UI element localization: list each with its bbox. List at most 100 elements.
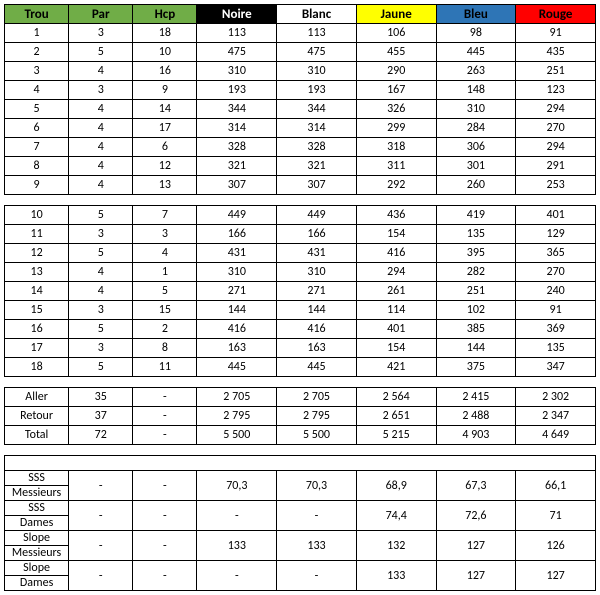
cell-blanc: 344 xyxy=(277,100,357,119)
rating-row: SlopeDames----133127127 xyxy=(5,561,596,591)
cell-par: 5 xyxy=(69,358,133,377)
cell-noire: 321 xyxy=(197,157,277,176)
rating-cell: 133 xyxy=(277,531,357,561)
cell-rouge: 347 xyxy=(516,358,596,377)
hole-row: 8412321321311301291 xyxy=(5,157,596,176)
col-bleu: Bleu xyxy=(436,5,516,24)
hole-row: 3416310310290263251 xyxy=(5,62,596,81)
cell-par: 3 xyxy=(69,81,133,100)
cell-par: 4 xyxy=(69,138,133,157)
rating-cell: 74,4 xyxy=(356,501,436,531)
rating-label: SSSDames xyxy=(5,501,69,531)
rating-row: SlopeMessieurs--133133132127126 xyxy=(5,531,596,561)
totals-row: Total72-5 5005 5005 2154 9034 649 xyxy=(5,426,596,445)
rating-cell: 71 xyxy=(516,501,596,531)
rating-cell: - xyxy=(133,471,197,501)
cell-jaune: 292 xyxy=(356,176,436,195)
cell-bleu: 306 xyxy=(436,138,516,157)
cell-noire: 344 xyxy=(197,100,277,119)
cell-hcp: 11 xyxy=(133,358,197,377)
col-hcp: Hcp xyxy=(133,5,197,24)
rating-cell: - xyxy=(133,561,197,591)
totals-cell: 5 215 xyxy=(356,426,436,445)
cell-par: 5 xyxy=(69,320,133,339)
cell-rouge: 129 xyxy=(516,225,596,244)
cell-jaune: 299 xyxy=(356,119,436,138)
rating-cell: - xyxy=(277,561,357,591)
cell-bleu: 310 xyxy=(436,100,516,119)
cell-noire: 431 xyxy=(197,244,277,263)
rating-cell: 70,3 xyxy=(197,471,277,501)
cell-jaune: 106 xyxy=(356,24,436,43)
cell-jaune: 154 xyxy=(356,225,436,244)
cell-trou: 2 xyxy=(5,43,69,62)
col-rouge: Rouge xyxy=(516,5,596,24)
hole-row: 2510475475455445435 xyxy=(5,43,596,62)
cell-noire: 193 xyxy=(197,81,277,100)
cell-rouge: 365 xyxy=(516,244,596,263)
rating-cell: - xyxy=(69,501,133,531)
rating-cell: - xyxy=(69,531,133,561)
cell-noire: 163 xyxy=(197,339,277,358)
totals-row: Retour37-2 7952 7952 6512 4882 347 xyxy=(5,407,596,426)
totals-cell: - xyxy=(133,407,197,426)
header-row: Trou Par Hcp Noire Blanc Jaune Bleu Roug… xyxy=(5,5,596,24)
totals-cell: 4 649 xyxy=(516,426,596,445)
rating-cell: - xyxy=(133,501,197,531)
rating-row: SSSMessieurs--70,370,368,967,366,1 xyxy=(5,471,596,501)
rating-cell: 68,9 xyxy=(356,471,436,501)
cell-noire: 310 xyxy=(197,263,277,282)
cell-jaune: 436 xyxy=(356,206,436,225)
cell-trou: 3 xyxy=(5,62,69,81)
cell-hcp: 3 xyxy=(133,225,197,244)
rating-label: SlopeMessieurs xyxy=(5,531,69,561)
cell-par: 3 xyxy=(69,225,133,244)
cell-trou: 12 xyxy=(5,244,69,263)
cell-par: 3 xyxy=(69,24,133,43)
totals-label: Total xyxy=(5,426,69,445)
cell-bleu: 284 xyxy=(436,119,516,138)
totals-cell: 2 415 xyxy=(436,388,516,407)
cell-par: 5 xyxy=(69,244,133,263)
rating-cell: - xyxy=(133,531,197,561)
cell-par: 4 xyxy=(69,263,133,282)
cell-noire: 271 xyxy=(197,282,277,301)
rating-cell: 127 xyxy=(436,531,516,561)
cell-trou: 14 xyxy=(5,282,69,301)
cell-par: 3 xyxy=(69,339,133,358)
totals-cell: 37 xyxy=(69,407,133,426)
cell-jaune: 114 xyxy=(356,301,436,320)
cell-trou: 13 xyxy=(5,263,69,282)
cell-bleu: 144 xyxy=(436,339,516,358)
totals-label: Retour xyxy=(5,407,69,426)
totals-cell: 5 500 xyxy=(197,426,277,445)
rating-cell: - xyxy=(69,561,133,591)
cell-rouge: 294 xyxy=(516,138,596,157)
cell-rouge: 435 xyxy=(516,43,596,62)
cell-par: 4 xyxy=(69,157,133,176)
rating-cell: - xyxy=(69,471,133,501)
col-trou: Trou xyxy=(5,5,69,24)
hole-row: 6417314314299284270 xyxy=(5,119,596,138)
cell-jaune: 261 xyxy=(356,282,436,301)
cell-par: 4 xyxy=(69,62,133,81)
cell-trou: 10 xyxy=(5,206,69,225)
scorecard-ratings: SSSMessieurs--70,370,368,967,366,1SSSDam… xyxy=(4,455,596,591)
totals-cell: 2 564 xyxy=(356,388,436,407)
rating-cell: 127 xyxy=(516,561,596,591)
cell-blanc: 166 xyxy=(277,225,357,244)
cell-noire: 144 xyxy=(197,301,277,320)
cell-trou: 18 xyxy=(5,358,69,377)
cell-bleu: 395 xyxy=(436,244,516,263)
hole-row: 1531514414411410291 xyxy=(5,301,596,320)
cell-trou: 15 xyxy=(5,301,69,320)
cell-hcp: 7 xyxy=(133,206,197,225)
cell-jaune: 167 xyxy=(356,81,436,100)
rating-cell: 72,6 xyxy=(436,501,516,531)
cell-hcp: 16 xyxy=(133,62,197,81)
cell-rouge: 270 xyxy=(516,119,596,138)
hole-row: 1254431431416395365 xyxy=(5,244,596,263)
cell-bleu: 375 xyxy=(436,358,516,377)
rating-label: SSSMessieurs xyxy=(5,471,69,501)
cell-trou: 4 xyxy=(5,81,69,100)
